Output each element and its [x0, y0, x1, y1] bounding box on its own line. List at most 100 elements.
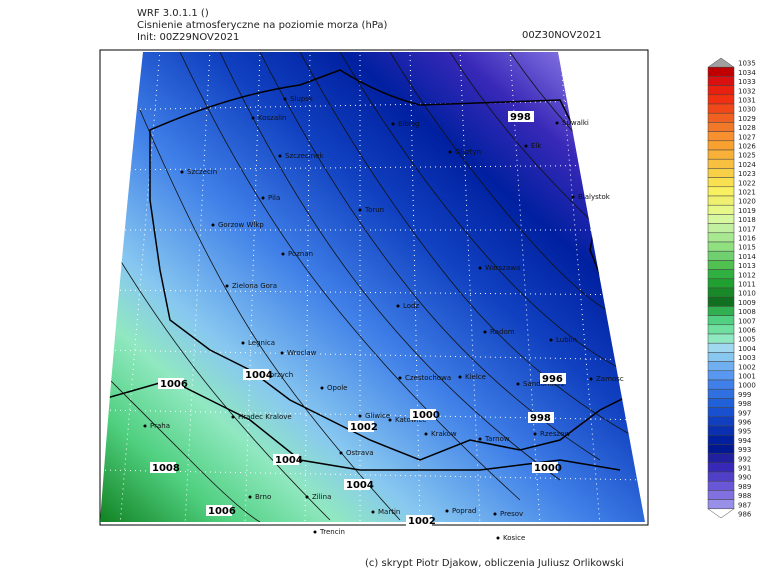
city-layer: Slupsk Koszalin Szczecinek Szczecin Pila Elbl… [143, 95, 624, 542]
city-label: Radom [490, 328, 515, 336]
colorbar-label: 1000 [738, 382, 756, 390]
colorbar-label: 994 [738, 437, 752, 445]
city-dot [589, 377, 593, 381]
colorbar-label: 1035 [738, 60, 756, 68]
colorbar-cell [707, 379, 735, 390]
colorbar-label: 1008 [738, 308, 756, 316]
colorbar-cell [707, 425, 735, 436]
map-area [100, 52, 645, 522]
colorbar-label: 1034 [738, 69, 756, 77]
colorbar-cell [707, 453, 735, 464]
contour-label: 1004 [346, 480, 374, 491]
colorbar-cell [707, 214, 735, 224]
city-dot [358, 414, 362, 418]
colorbar-label: 1025 [738, 152, 756, 160]
city-dot [398, 376, 402, 380]
city-dot [313, 530, 317, 534]
city-label: Slupsk [290, 95, 314, 103]
city-dot [445, 509, 449, 513]
colorbar-cell [707, 85, 735, 96]
colorbar-label: 1028 [738, 124, 756, 132]
colorbar-label: 987 [738, 501, 751, 509]
colorbar-label: 990 [738, 474, 751, 482]
colorbar-label: 1002 [738, 363, 756, 371]
city-dot [555, 121, 559, 125]
city-dot [493, 512, 497, 516]
colorbar-cell [707, 361, 735, 372]
colorbar-cell [707, 140, 735, 151]
city-dot [524, 144, 528, 148]
colorbar-label: 1001 [738, 373, 756, 381]
city-label: Lublin [556, 336, 577, 344]
contour-labels: 998 1006 1004 1000 1002 998 996 1008 1004 1004 100… [150, 111, 566, 527]
colorbar-label: 1021 [738, 189, 756, 197]
colorbar-cell [707, 462, 735, 473]
contour-label: 1008 [152, 463, 180, 474]
city-dot [225, 284, 229, 288]
contour-label: 998 [510, 112, 531, 123]
contour-label: 1000 [412, 410, 440, 421]
contour-label-bg [273, 454, 299, 465]
colorbar-cell [707, 499, 735, 510]
city-label: Elblag [398, 120, 420, 128]
contour-label: 1000 [534, 463, 562, 474]
city-dot [248, 495, 252, 499]
city-dot [533, 432, 537, 436]
colorbar-label: 1012 [738, 271, 756, 279]
colorbar-label: 1006 [738, 327, 756, 335]
contour-label-bg [508, 111, 534, 122]
colorbar-cell [707, 324, 735, 335]
city-label: Bialystok [578, 193, 611, 201]
colorbar-label: 1027 [738, 133, 756, 141]
contour-label-bg [344, 479, 370, 490]
city-dot [458, 375, 462, 379]
colorbar-cell [707, 434, 735, 445]
colorbar-cell [707, 269, 735, 280]
city-dot [549, 338, 553, 342]
city-label: Kosice [503, 534, 525, 542]
contour-label-bg [528, 412, 554, 423]
colorbar-cell [707, 232, 735, 243]
city-label: Zamosc [596, 375, 624, 383]
colorbar-label: 1003 [738, 354, 756, 362]
city-label: Tarnow [484, 435, 510, 443]
contour-label-bg [540, 373, 566, 384]
colorbar-label: 1024 [738, 161, 756, 169]
city-label: Kielce [465, 373, 486, 381]
city-dot [251, 116, 255, 120]
colorbar-cell [707, 398, 735, 408]
model: WRF 3.0.1.1 () [137, 8, 209, 19]
contour-label-bg [406, 515, 432, 526]
colorbar-label: 986 [738, 511, 752, 519]
colorbar-label: 999 [738, 391, 751, 399]
city-label: Olsztyn [455, 148, 481, 156]
colorbar-label: 996 [738, 419, 752, 427]
colorbar-label: 991 [738, 465, 751, 473]
colorbar-label: 1019 [738, 207, 756, 215]
city-label: Poprad [452, 507, 476, 515]
map-frame [99, 49, 649, 526]
map-title: Cisnienie atmosferyczne na poziomie morz… [137, 20, 388, 31]
colorbar-label: 1013 [738, 262, 756, 270]
colorbar-label: 1018 [738, 216, 756, 224]
colorbar-label: 1010 [738, 290, 756, 298]
contour-label: 996 [542, 374, 563, 385]
colorbar-cell [707, 287, 735, 298]
colorbar-cell [707, 370, 735, 381]
city-dot [261, 196, 265, 200]
city-label: Walbrzych [257, 371, 293, 379]
colorbar-cell [707, 168, 735, 178]
city-label: Poznan [288, 250, 313, 258]
colorbar-cell [707, 158, 735, 169]
colorbar-cell [707, 296, 735, 307]
city-dot [516, 382, 520, 386]
city-dot [320, 386, 324, 390]
city-dot [478, 266, 482, 270]
colorbar-cell [707, 315, 735, 326]
colorbar-cell [707, 480, 735, 491]
contour-label-bg [532, 462, 558, 473]
colorbar-cell [707, 260, 735, 270]
city-label: Opole [327, 384, 348, 392]
contour-label: 1002 [350, 422, 378, 433]
